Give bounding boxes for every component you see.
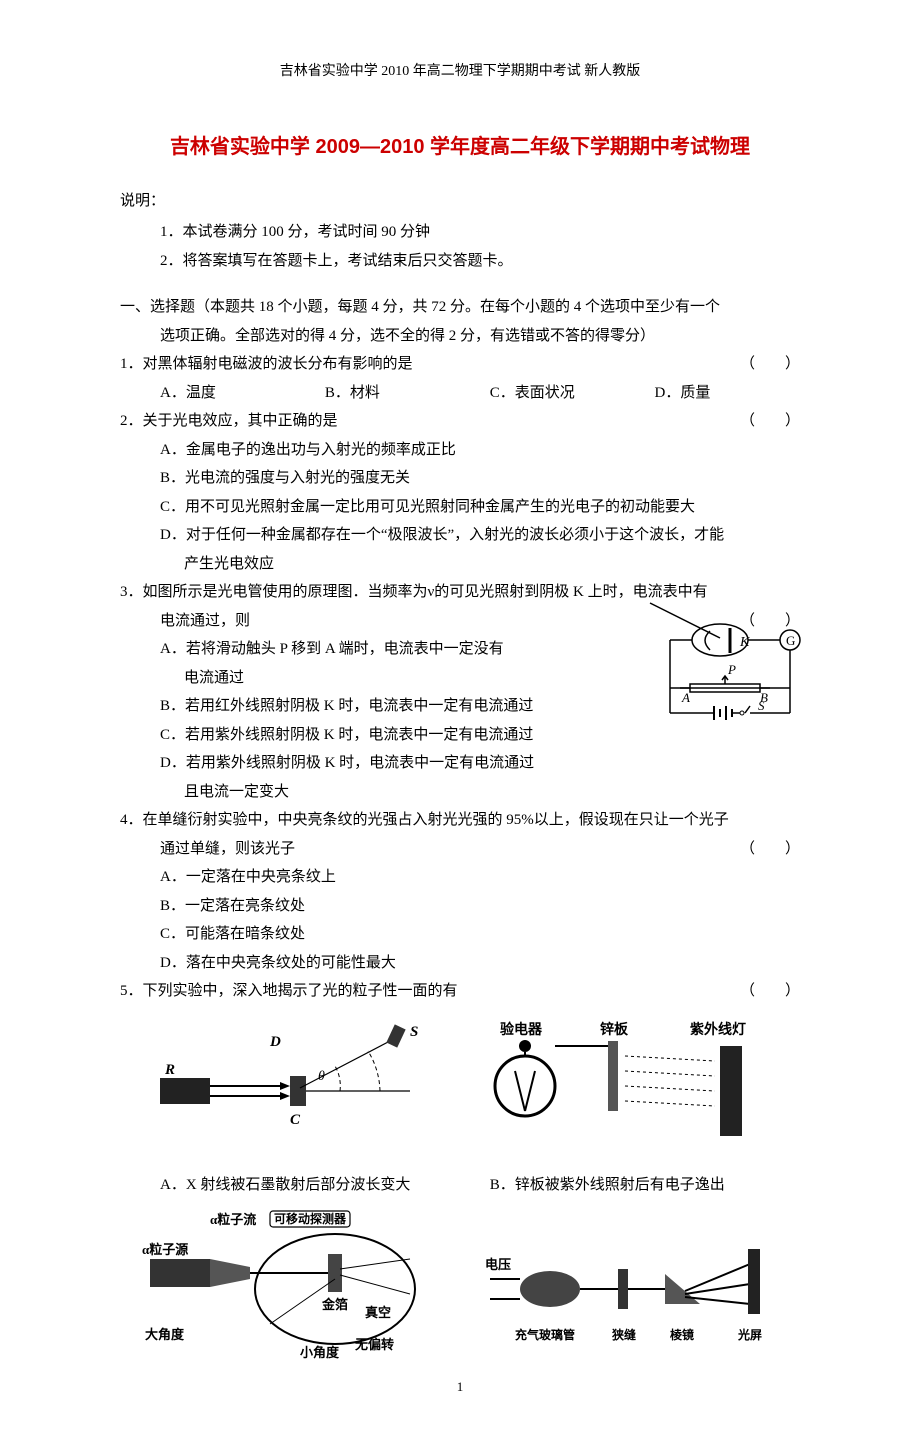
q5-caption-b: B．锌板被紫外线照射后有电子逸出 bbox=[490, 1171, 800, 1200]
figC-l4: 金箔 bbox=[321, 1297, 348, 1312]
figB-l2: 锌板 bbox=[600, 1021, 629, 1038]
q1-option-d: D．质量 bbox=[655, 379, 800, 408]
figA-R: R bbox=[164, 1062, 175, 1078]
figB-l1: 验电器 bbox=[500, 1021, 543, 1038]
figA-D: D bbox=[269, 1034, 281, 1050]
figA-C: C bbox=[290, 1112, 301, 1128]
shuoming-label: 说明： bbox=[120, 189, 800, 210]
q4-paren: （ ） bbox=[740, 835, 800, 864]
q5-caption-a: A．X 射线被石墨散射后部分波长变大 bbox=[160, 1171, 490, 1200]
q5-figure-a: R C D S θ bbox=[140, 1016, 440, 1166]
question-4: 4．在单缝衍射实验中，中央亮条纹的光强占入射光光强的 95%以上，假设现在只让一… bbox=[120, 806, 800, 977]
q4-stem-line1: 4．在单缝衍射实验中，中央亮条纹的光强占入射光光强的 95%以上，假设现在只让一… bbox=[120, 806, 800, 835]
figC-l8: 小角度 bbox=[300, 1345, 340, 1359]
q2-option-d-line2: 产生光电效应 bbox=[120, 550, 800, 579]
figB-l3: 紫外线灯 bbox=[690, 1021, 746, 1038]
figC-l7: 大角度 bbox=[145, 1327, 185, 1342]
figD-l1: 电压 bbox=[485, 1257, 511, 1272]
q2-option-d-line1: D．对于任何一种金属都存在一个“极限波长”，入射光的波长必须小于这个波长，才能 bbox=[120, 521, 800, 550]
label-g: G bbox=[786, 633, 795, 648]
figD-l5: 光屏 bbox=[737, 1327, 762, 1342]
q1-option-c: C．表面状况 bbox=[490, 379, 655, 408]
q5-figure-b: 验电器 锌板 紫外线灯 bbox=[480, 1016, 780, 1166]
page-number: 1 bbox=[120, 1379, 800, 1395]
section-intro: 一、选择题（本题共 18 个小题，每题 4 分，共 72 分。在每个小题的 4 … bbox=[120, 293, 800, 350]
label-a: A bbox=[681, 690, 690, 705]
q5-figure-d: 电压 充气玻璃管 狭缝 棱镜 光屏 bbox=[480, 1209, 780, 1359]
figD-l2: 充气玻璃管 bbox=[515, 1327, 575, 1342]
figC-l6: 无偏转 bbox=[354, 1337, 394, 1352]
figA-theta: θ bbox=[318, 1069, 325, 1084]
running-header: 吉林省实验中学 2010 年高二物理下学期期中考试 新人教版 bbox=[120, 60, 800, 80]
q2-paren: （ ） bbox=[740, 407, 800, 436]
q5-paren: （ ） bbox=[740, 977, 800, 1006]
spacer bbox=[120, 275, 800, 293]
q4-stem-line2: 通过单缝，则该光子 bbox=[120, 835, 740, 864]
figA-S: S bbox=[410, 1024, 418, 1040]
q2-option-b: B．光电流的强度与入射光的强度无关 bbox=[120, 464, 800, 493]
q2-stem: 2．关于光电效应，其中正确的是 bbox=[120, 407, 740, 436]
q1-option-a: A．温度 bbox=[160, 379, 325, 408]
q5-figure-c: α粒子流 可移动探测器 α粒子源 金箔 真空 无偏转 大角度 小角度 bbox=[140, 1209, 440, 1359]
q1-stem: 1．对黑体辐射电磁波的波长分布有影响的是 bbox=[120, 350, 740, 379]
figC-l1: α粒子流 bbox=[210, 1212, 256, 1227]
figC-l2: 可移动探测器 bbox=[274, 1211, 347, 1226]
figC-l3: α粒子源 bbox=[142, 1242, 188, 1257]
main-title: 吉林省实验中学 2009—2010 学年度高二年级下学期期中考试物理 bbox=[120, 130, 800, 159]
figC-l5: 真空 bbox=[365, 1305, 391, 1320]
q3-option-d-line1: D．若用紫外线照射阴极 K 时，电流表中一定有电流通过 bbox=[120, 749, 800, 778]
q3-option-d-line2: 且电流一定变大 bbox=[120, 778, 800, 807]
label-s: S bbox=[758, 698, 765, 713]
shuoming-line-1: 1．本试卷满分 100 分，考试时间 90 分钟 bbox=[120, 218, 800, 247]
q4-option-d: D．落在中央亮条纹处的可能性最大 bbox=[120, 949, 800, 978]
figD-l3: 狭缝 bbox=[611, 1327, 636, 1342]
section-intro-line-2: 选项正确。全部选对的得 4 分，选不全的得 2 分，有选错或不答的得零分） bbox=[120, 322, 800, 351]
question-3: 3．如图所示是光电管使用的原理图．当频率为ν的可见光照射到阴极 K 上时，电流表… bbox=[120, 578, 800, 806]
question-2: 2．关于光电效应，其中正确的是 （ ） A．金属电子的逸出功与入射光的频率成正比… bbox=[120, 407, 800, 578]
figD-l4: 棱镜 bbox=[670, 1327, 694, 1342]
q5-stem: 5．下列实验中，深入地揭示了光的粒子性一面的有 bbox=[120, 977, 740, 1006]
q4-option-c: C．可能落在暗条纹处 bbox=[120, 920, 800, 949]
q4-option-b: B．一定落在亮条纹处 bbox=[120, 892, 800, 921]
label-k: K bbox=[739, 635, 750, 650]
q2-option-a: A．金属电子的逸出功与入射光的频率成正比 bbox=[120, 436, 800, 465]
q3-circuit-figure: K G P A B bbox=[640, 598, 810, 728]
q1-paren: （ ） bbox=[740, 350, 800, 379]
shuoming-line-2: 2．将答案填写在答题卡上，考试结束后只交答题卡。 bbox=[120, 247, 800, 276]
page-container: 吉林省实验中学 2010 年高二物理下学期期中考试 新人教版 吉林省实验中学 2… bbox=[0, 0, 920, 1435]
question-1: 1．对黑体辐射电磁波的波长分布有影响的是 （ ） A．温度 B．材料 C．表面状… bbox=[120, 350, 800, 407]
section-intro-line-1: 一、选择题（本题共 18 个小题，每题 4 分，共 72 分。在每个小题的 4 … bbox=[120, 293, 800, 322]
q1-option-b: B．材料 bbox=[325, 379, 490, 408]
label-p: P bbox=[727, 662, 736, 677]
q2-option-c: C．用不可见光照射金属一定比用可见光照射同种金属产生的光电子的初动能要大 bbox=[120, 493, 800, 522]
q4-option-a: A．一定落在中央亮条纹上 bbox=[120, 863, 800, 892]
